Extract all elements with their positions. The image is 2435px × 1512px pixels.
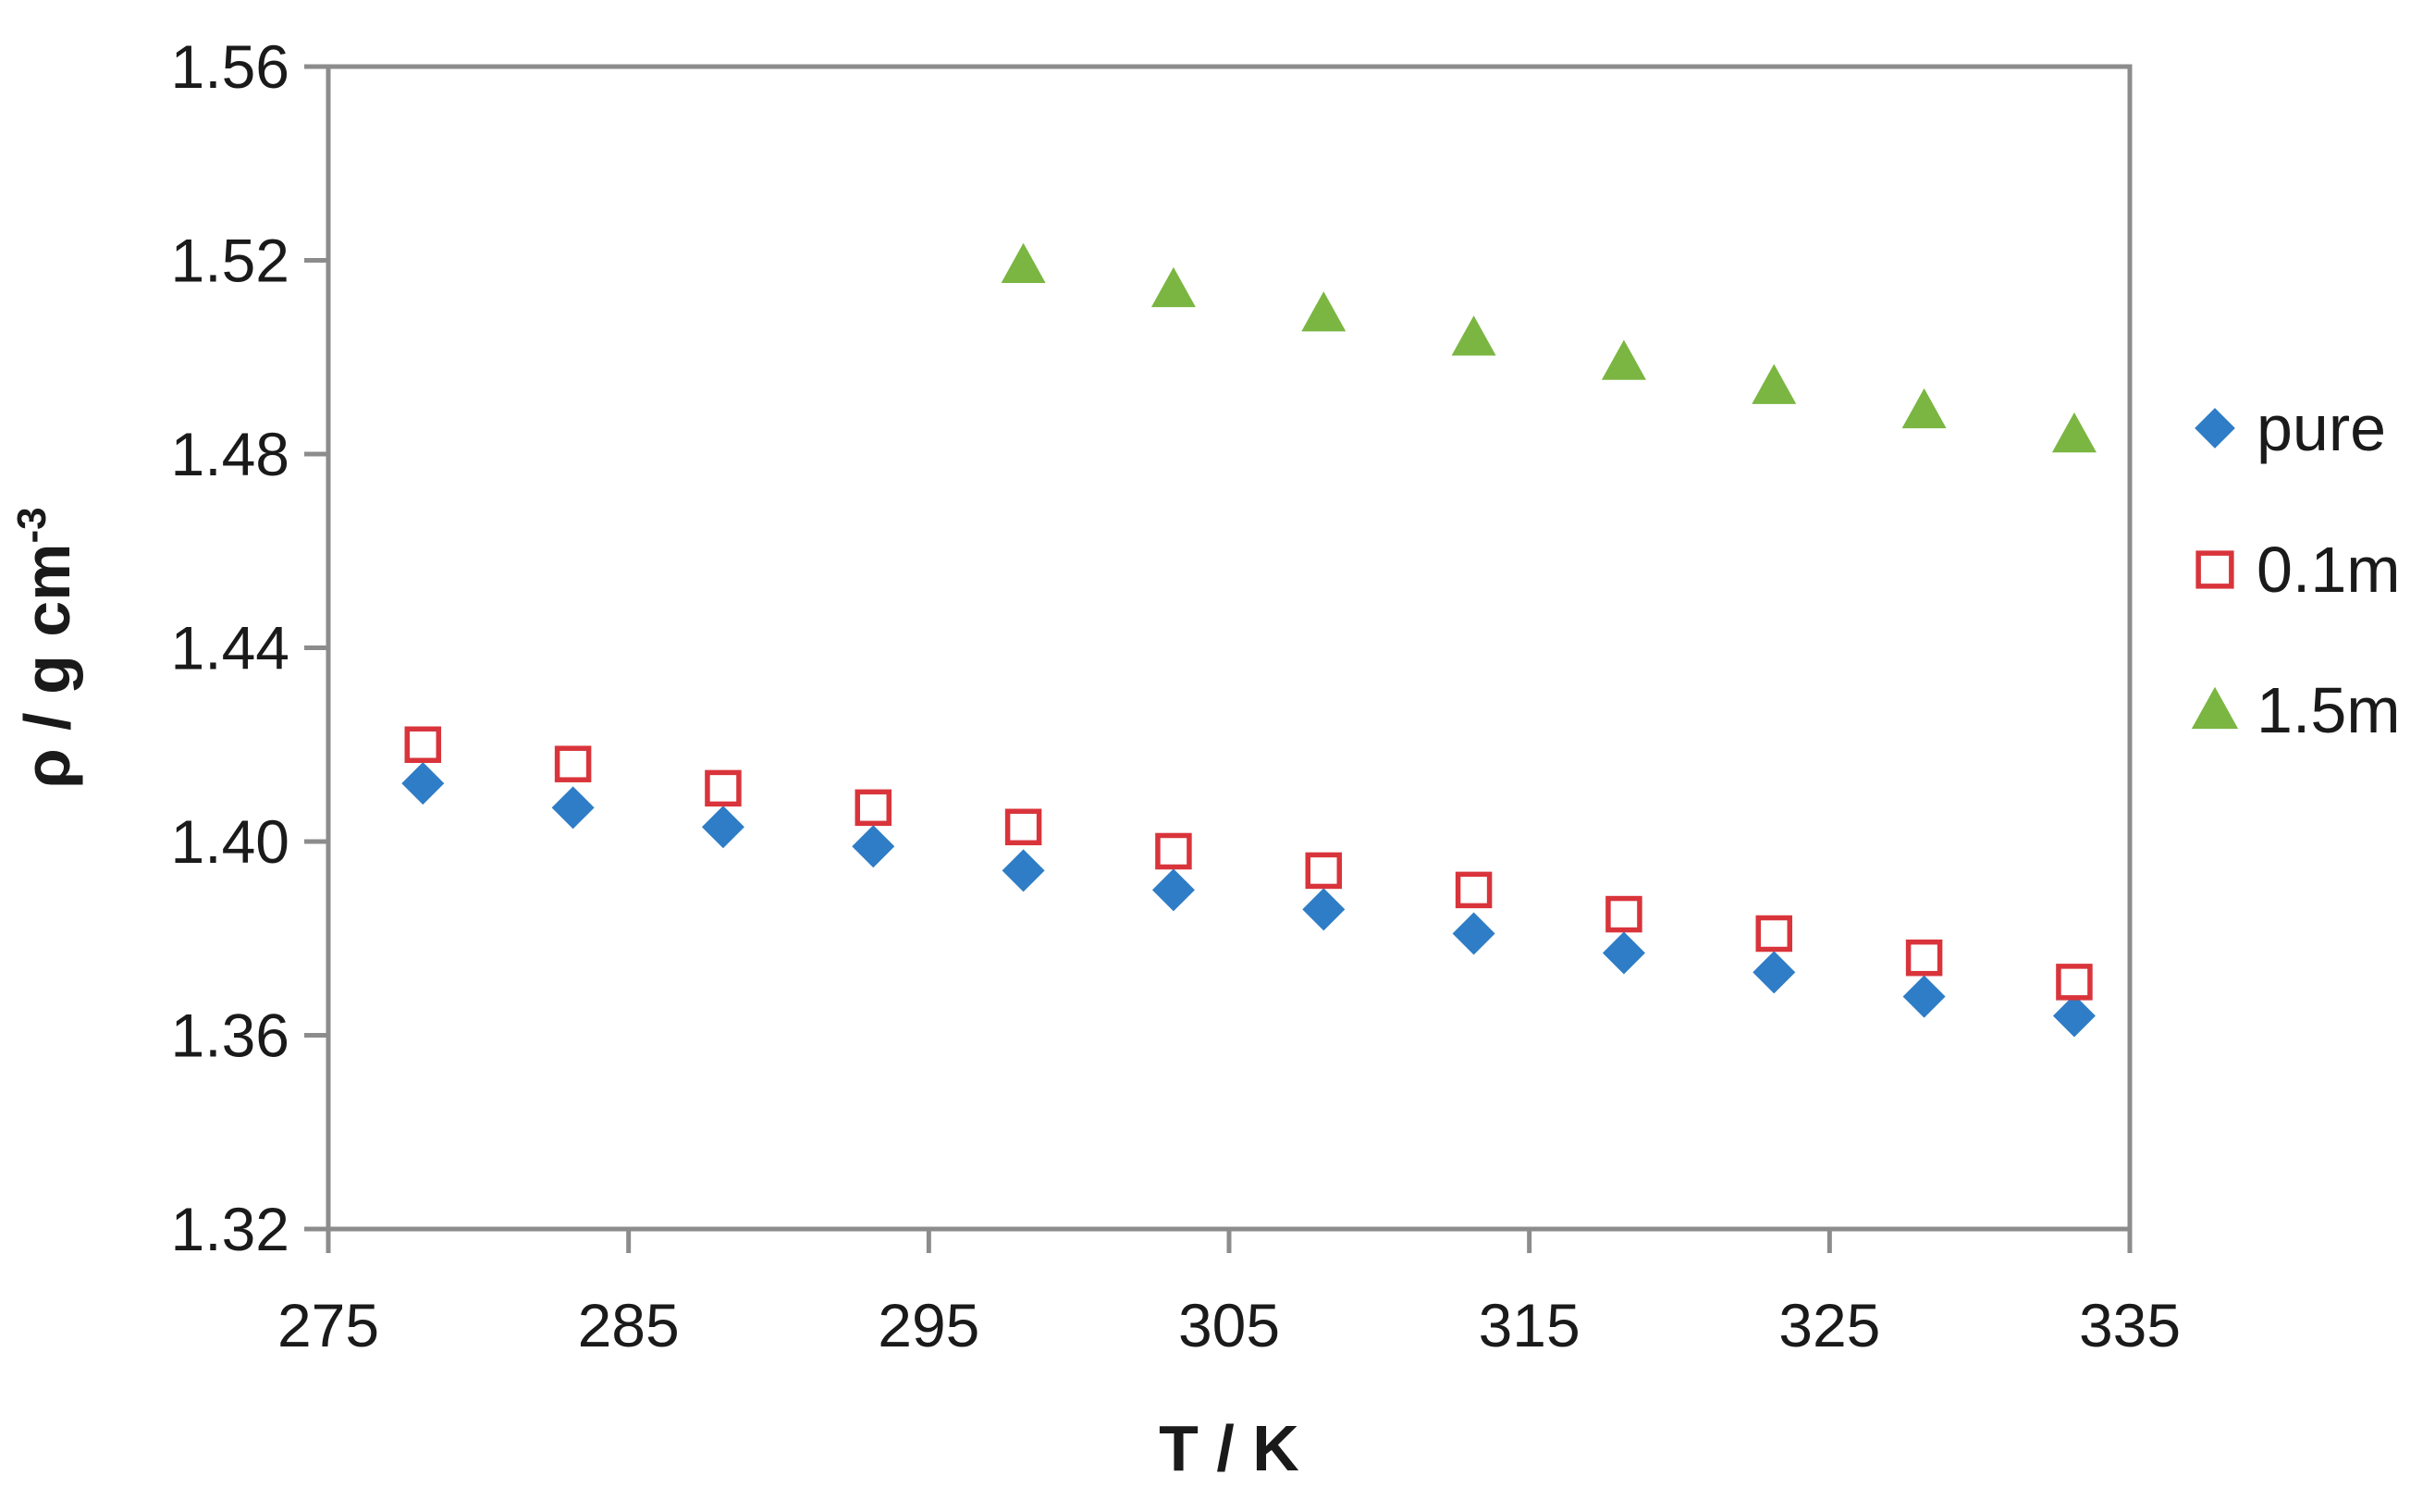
data-point-series-2 bbox=[1451, 315, 1496, 356]
y-axis-title-main: ρ / g cm bbox=[11, 544, 83, 789]
legend: pure 0.1m 1.5m bbox=[2191, 392, 2401, 746]
data-point-series-1 bbox=[1905, 939, 1943, 977]
data-point-series-1 bbox=[705, 769, 742, 807]
y-axis-title: ρ / g cm-3 bbox=[9, 507, 83, 788]
data-point-series-0 bbox=[1151, 868, 1195, 912]
data-point-series-0 bbox=[1002, 849, 1045, 892]
data-point-series-1 bbox=[1605, 895, 1642, 933]
data-point-series-1 bbox=[404, 726, 442, 763]
y-tick-label: 1.52 bbox=[171, 227, 289, 295]
data-point-series-1 bbox=[1755, 915, 1793, 953]
data-point-series-0 bbox=[551, 786, 595, 830]
x-tick-label: 305 bbox=[1178, 1291, 1280, 1359]
data-point-series-1 bbox=[554, 745, 592, 782]
data-point-series-1 bbox=[2056, 964, 2093, 1001]
data-point-series-2 bbox=[1301, 291, 1347, 332]
data-point-series-2 bbox=[2051, 412, 2097, 453]
legend-label: 0.1m bbox=[2257, 534, 2401, 606]
legend-marker-series-1 bbox=[2195, 550, 2234, 589]
data-point-series-0 bbox=[701, 805, 744, 849]
y-tick-label: 1.48 bbox=[171, 420, 289, 488]
data-point-series-1 bbox=[1305, 852, 1343, 890]
x-tick-label: 315 bbox=[1479, 1291, 1580, 1359]
y-axis-title-superscript: -3 bbox=[9, 507, 55, 543]
y-tick-label: 1.56 bbox=[171, 32, 289, 101]
data-point-series-0 bbox=[1302, 888, 1346, 931]
data-point-series-2 bbox=[1601, 339, 1646, 380]
x-tick-label: 285 bbox=[578, 1291, 680, 1359]
data-point-series-2 bbox=[1901, 387, 1947, 429]
legend-label: pure bbox=[2257, 392, 2386, 464]
x-tick-label: 325 bbox=[1778, 1291, 1880, 1359]
data-point-series-1 bbox=[1155, 832, 1192, 870]
y-tick-label: 1.44 bbox=[171, 614, 289, 682]
data-point-series-1 bbox=[855, 789, 892, 827]
data-point-series-0 bbox=[1602, 931, 1645, 975]
x-tick-label: 295 bbox=[878, 1291, 979, 1359]
data-point-series-0 bbox=[401, 762, 445, 805]
x-axis-title: T / K bbox=[1159, 1412, 1299, 1484]
x-axis-ticks: 275 285 295 305 315 325 335 bbox=[277, 1229, 2181, 1359]
data-point-series-2 bbox=[1001, 242, 1046, 283]
x-tick-label: 275 bbox=[277, 1291, 379, 1359]
data-point-series-0 bbox=[1902, 975, 1946, 1018]
data-point-series-0 bbox=[852, 825, 895, 868]
y-tick-label: 1.36 bbox=[171, 1002, 289, 1070]
data-point-series-2 bbox=[1150, 266, 1196, 308]
data-point-series-2 bbox=[1752, 363, 1797, 404]
data-point-series-0 bbox=[2052, 994, 2096, 1038]
data-points bbox=[401, 242, 2097, 1038]
y-tick-label: 1.32 bbox=[171, 1195, 289, 1263]
legend-marker-series-2 bbox=[2191, 686, 2239, 730]
legend-label: 1.5m bbox=[2257, 674, 2401, 746]
y-tick-label: 1.40 bbox=[171, 807, 289, 876]
data-point-series-1 bbox=[1455, 871, 1493, 909]
data-point-series-0 bbox=[1452, 912, 1495, 955]
data-point-series-1 bbox=[1004, 808, 1042, 846]
y-axis-ticks: 1.32 1.36 1.40 1.44 1.48 1.52 1.56 bbox=[171, 32, 328, 1263]
data-point-series-0 bbox=[1752, 951, 1796, 994]
x-tick-label: 335 bbox=[2079, 1291, 2181, 1359]
legend-marker-series-0 bbox=[2195, 408, 2235, 449]
